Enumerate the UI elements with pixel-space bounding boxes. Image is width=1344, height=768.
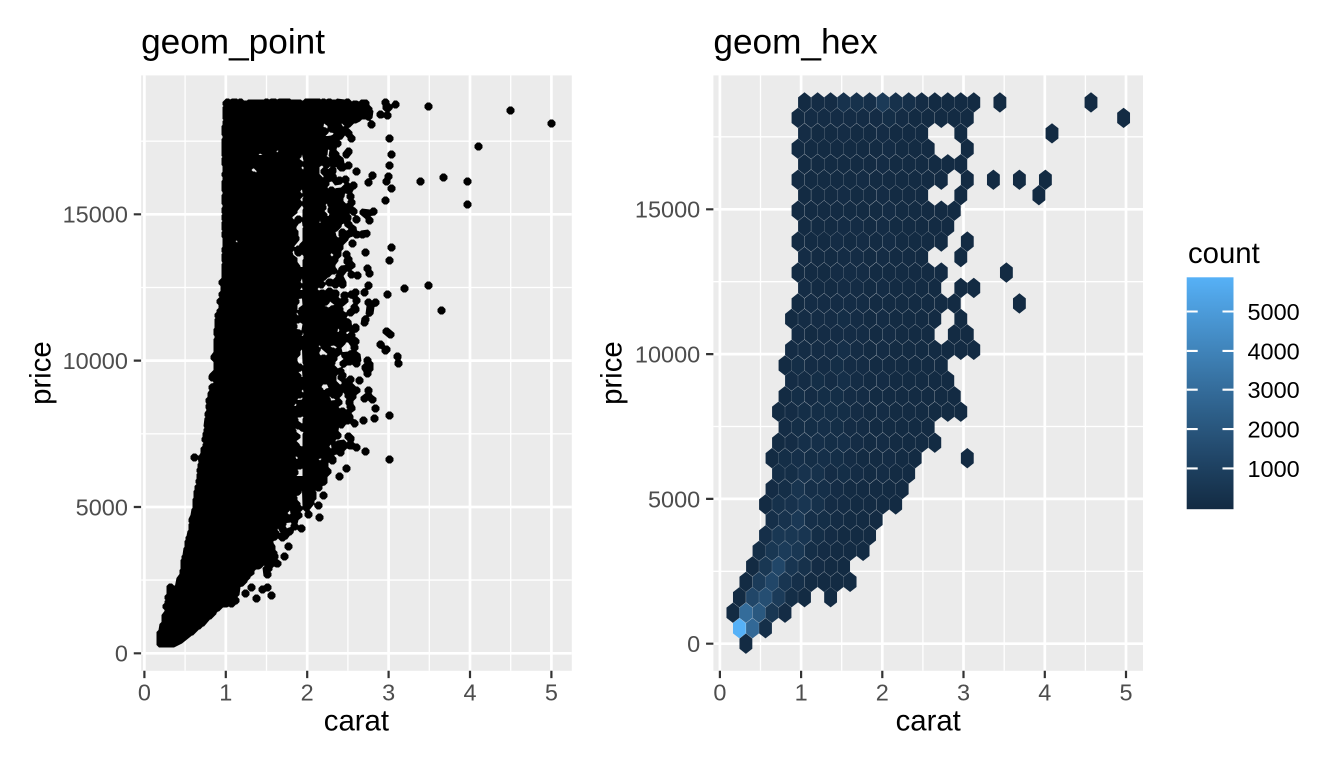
svg-text:3: 3 [957, 679, 970, 705]
svg-text:4: 4 [463, 679, 476, 705]
svg-text:price: price [25, 341, 58, 405]
svg-text:5: 5 [1119, 679, 1132, 705]
svg-text:15000: 15000 [635, 197, 700, 223]
svg-text:carat: carat [324, 705, 389, 738]
svg-text:4000: 4000 [1248, 338, 1300, 364]
svg-text:geom_point: geom_point [141, 23, 325, 62]
svg-text:5000: 5000 [76, 494, 128, 520]
svg-text:2: 2 [876, 679, 889, 705]
svg-text:2000: 2000 [1248, 417, 1300, 443]
svg-text:3: 3 [382, 679, 395, 705]
svg-text:10000: 10000 [635, 342, 700, 368]
svg-text:geom_hex: geom_hex [713, 23, 878, 62]
svg-text:0: 0 [138, 679, 151, 705]
svg-text:carat: carat [896, 705, 961, 738]
svg-text:1000: 1000 [1248, 456, 1300, 482]
svg-text:5000: 5000 [1248, 299, 1300, 325]
svg-text:10000: 10000 [63, 348, 128, 374]
svg-text:3000: 3000 [1248, 377, 1300, 403]
svg-text:1: 1 [219, 679, 232, 705]
svg-text:2: 2 [301, 679, 314, 705]
svg-text:0: 0 [713, 679, 726, 705]
svg-text:price: price [596, 341, 629, 405]
svg-text:15000: 15000 [63, 202, 128, 228]
svg-text:1: 1 [795, 679, 808, 705]
svg-text:4: 4 [1038, 679, 1051, 705]
svg-text:5: 5 [545, 679, 558, 705]
svg-text:0: 0 [115, 641, 128, 667]
svg-text:count: count [1188, 237, 1260, 270]
svg-text:5000: 5000 [648, 486, 700, 512]
svg-text:0: 0 [687, 631, 700, 657]
